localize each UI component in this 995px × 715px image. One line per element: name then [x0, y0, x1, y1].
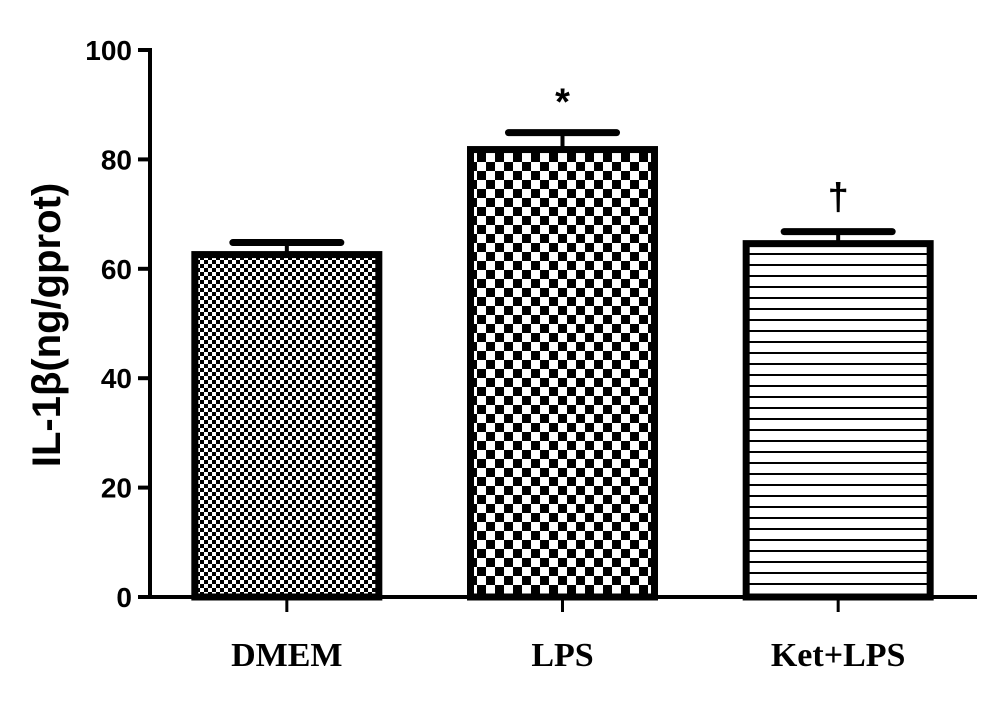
bar [467, 146, 658, 601]
x-tick-label: Ket+LPS [771, 637, 906, 674]
bars: *† [191, 82, 934, 601]
y-tick-label: 60 [101, 254, 132, 285]
bar [191, 251, 383, 601]
x-tick-label: LPS [531, 637, 593, 674]
y-tick-label: 0 [116, 582, 132, 613]
y-tick-label: 40 [101, 363, 132, 394]
significance-marker: * [555, 82, 570, 124]
y-tick-label: 20 [101, 473, 132, 504]
significance-marker: † [828, 177, 849, 219]
y-tick-label: 100 [85, 35, 132, 66]
y-axis-label: IL-1β(ng/gprot) [25, 183, 69, 467]
y-tick-label: 80 [101, 144, 132, 175]
x-tick-label: DMEM [231, 637, 342, 674]
bar [742, 240, 934, 601]
